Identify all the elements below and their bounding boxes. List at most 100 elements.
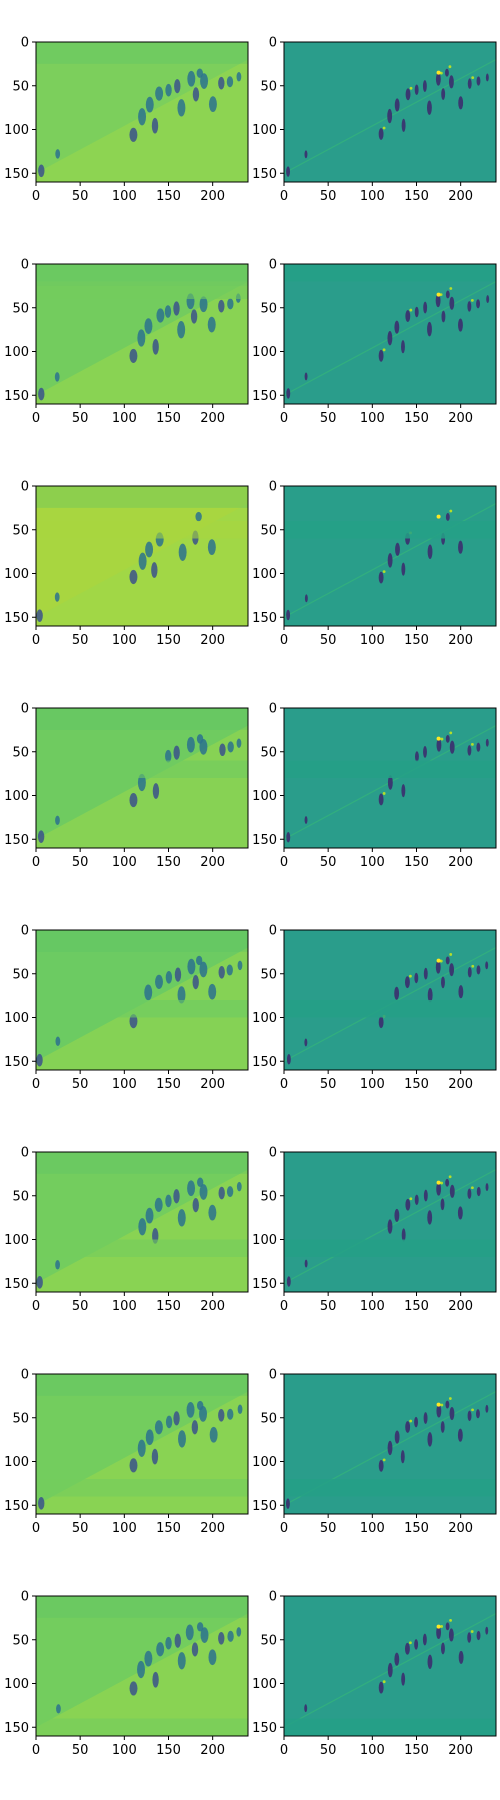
heatmap-figure: [446, 957, 450, 965]
heatmap-figure: [449, 75, 454, 88]
y-tick-label: 150: [4, 1277, 29, 1292]
heatmap-blob: [197, 68, 203, 77]
heatmap-blob: [146, 97, 154, 113]
heatmap-blob: [236, 1627, 241, 1636]
heatmap-image: [36, 930, 248, 1070]
heatmap-figure: [286, 610, 290, 621]
heatmap-upper-band: [36, 708, 248, 730]
heatmap-figure: [441, 1643, 445, 1655]
heatmap-blob: [156, 308, 164, 322]
x-tick-label: 50: [320, 855, 337, 870]
heatmap-blob: [227, 1631, 233, 1642]
heatmap-blob: [175, 1634, 181, 1648]
y-tick-label: 0: [21, 36, 29, 51]
x-tick-label: 100: [112, 1743, 137, 1758]
heatmap-figure: [446, 513, 450, 521]
heatmap-figure: [405, 976, 410, 988]
left-panel-row-7: 0 50 100 150 200050100150: [4, 1590, 248, 1759]
left-panel-row-6: 0 50 100 150 200050100150: [4, 1368, 248, 1537]
y-tick-label: 50: [260, 523, 277, 538]
x-tick-label: 50: [320, 189, 337, 204]
heatmap-highlight: [449, 287, 452, 290]
y-tick-label: 150: [4, 1055, 29, 1070]
heatmap-figure: [379, 794, 384, 806]
heatmap-image: [284, 1596, 496, 1736]
heatmap-blob: [151, 562, 157, 578]
heatmap-figure: [415, 751, 419, 762]
heatmap-blob: [152, 118, 158, 134]
x-tick-label: 200: [448, 1743, 473, 1758]
heatmap-blob: [37, 1276, 43, 1289]
heatmap-blob: [152, 1672, 158, 1688]
heatmap-highlight: [409, 1641, 412, 1644]
heatmap-blob: [177, 321, 185, 338]
x-tick-label: 200: [448, 633, 473, 648]
heatmap-blob: [191, 309, 197, 323]
y-tick-label: 100: [4, 1011, 29, 1026]
x-tick-label: 200: [200, 189, 225, 204]
heatmap-highlight: [383, 1458, 386, 1461]
heatmap-blob: [155, 975, 163, 989]
y-tick-label: 100: [252, 1677, 277, 1692]
heatmap-blob: [238, 1405, 243, 1414]
x-tick-label: 0: [280, 1743, 288, 1758]
y-tick-label: 150: [4, 389, 29, 404]
heatmap-blob: [144, 318, 152, 334]
heatmap-figure: [485, 961, 488, 969]
heatmap-blob: [145, 542, 153, 558]
x-tick-label: 150: [156, 1077, 181, 1092]
heatmap-upper-band: [36, 930, 248, 952]
x-tick-label: 100: [112, 633, 137, 648]
heatmap-figure: [485, 1405, 488, 1413]
heatmap-figure: [286, 1498, 290, 1509]
y-tick-label: 100: [252, 1011, 277, 1026]
heatmap-figure: [446, 735, 450, 743]
heatmap-blob: [166, 971, 172, 984]
y-tick-label: 150: [4, 167, 29, 182]
x-tick-label: 100: [360, 855, 385, 870]
heatmap-figure: [449, 297, 454, 310]
right-panel-row-1: 0 50 100 150 200050100150: [252, 258, 496, 427]
x-tick-label: 100: [360, 411, 385, 426]
heatmap-highlight: [471, 1186, 474, 1189]
y-tick-label: 0: [21, 1368, 29, 1383]
heatmap-figure: [445, 1179, 449, 1187]
x-tick-label: 150: [156, 1521, 181, 1536]
heatmap-figure: [458, 1206, 463, 1219]
x-tick-label: 150: [156, 1299, 181, 1314]
heatmap-blob: [208, 539, 216, 555]
heatmap-bright-spot: [437, 737, 441, 741]
heatmap-blob: [218, 1632, 224, 1645]
y-tick-label: 0: [269, 480, 277, 495]
heatmap-bright-spot: [437, 1625, 441, 1629]
y-tick-label: 150: [252, 1721, 277, 1736]
y-tick-label: 150: [252, 611, 277, 626]
heatmap-highlight: [383, 348, 386, 351]
heatmap-blob: [193, 975, 199, 989]
heatmap-figure: [424, 1190, 428, 1202]
right-panel-row-4: 0 50 100 150 200 0 50 100 150: [252, 924, 496, 1093]
x-tick-label: 200: [448, 411, 473, 426]
heatmap-blob: [178, 1209, 186, 1226]
heatmap-upper-band: [36, 1374, 248, 1396]
y-tick-label: 150: [4, 833, 29, 848]
y-tick-label: 0: [269, 924, 277, 939]
heatmap-figure: [427, 1432, 432, 1446]
heatmap-image: [284, 486, 496, 626]
heatmap-figure: [446, 1622, 450, 1630]
heatmap-highlight: [409, 1197, 412, 1200]
y-tick-label: 150: [252, 1499, 277, 1514]
heatmap-blob: [129, 128, 137, 142]
heatmap-blob: [237, 738, 242, 747]
heatmap-blob: [38, 1497, 44, 1510]
y-tick-label: 0: [21, 924, 29, 939]
heatmap-band: [36, 1240, 248, 1258]
heatmap-highlight: [383, 127, 386, 130]
heatmap-figure: [286, 832, 290, 843]
heatmap-blob: [146, 1208, 154, 1224]
right-panel-row-6: 0 50 100 150 200 0 50 100 150: [252, 1368, 496, 1537]
x-tick-label: 200: [448, 189, 473, 204]
x-tick-label: 100: [112, 411, 137, 426]
heatmap-figure: [427, 322, 432, 336]
